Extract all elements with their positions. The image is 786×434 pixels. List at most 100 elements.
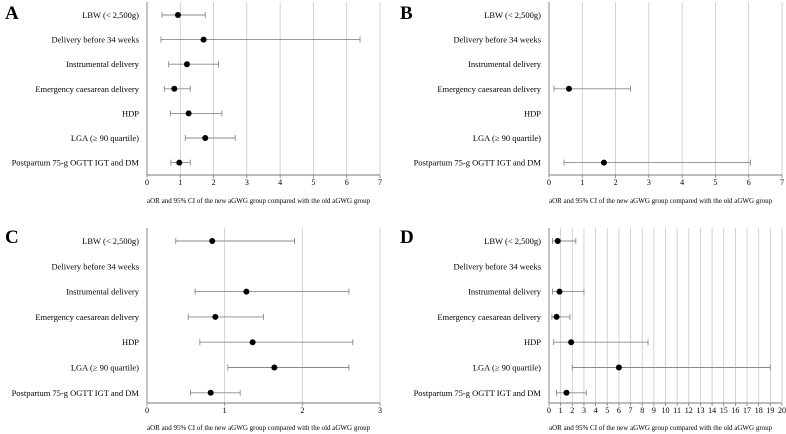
tick-label-d-11: 11 (673, 406, 681, 415)
tick-label-d-12: 12 (685, 406, 693, 415)
panel-letter-b: B (400, 3, 413, 24)
tick-label-d-16: 16 (731, 406, 739, 415)
tick-label-c-2: 2 (300, 406, 304, 415)
category-label-c-2: Instrumental delivery (66, 287, 140, 297)
tick-label-d-7: 7 (629, 406, 633, 415)
point-estimate-c-4 (249, 339, 256, 346)
tick-label-c-1: 1 (223, 406, 227, 415)
point-estimate-c-3 (212, 313, 219, 320)
category-label-a-6: Postpartum 75-g OGTT IGT and DM (12, 158, 140, 168)
tick-label-b-4: 4 (680, 178, 684, 187)
point-estimate-c-6 (207, 389, 214, 396)
tick-label-b-5: 5 (713, 178, 717, 187)
tick-label-d-1: 1 (559, 406, 563, 415)
category-label-c-5: LGA (≥ 90 quartile) (71, 363, 139, 373)
category-label-d-4: HDP (524, 337, 541, 347)
category-label-b-6: Postpartum 75-g OGTT IGT and DM (414, 158, 542, 168)
point-estimate-d-6 (563, 389, 570, 396)
tick-label-d-0: 0 (547, 406, 551, 415)
x-axis-caption-d: aOR and 95% CI of the new aGWG group com… (549, 424, 773, 432)
point-estimate-d-0 (554, 238, 561, 244)
point-estimate-a-6 (176, 159, 183, 166)
category-label-c-0: LBW (< 2,500g) (82, 236, 139, 246)
tick-label-b-3: 3 (647, 178, 651, 187)
category-label-c-3: Emergency caesarean delivery (35, 312, 139, 322)
category-label-a-4: HDP (122, 108, 139, 118)
tick-label-a-2: 2 (212, 178, 216, 187)
category-label-a-3: Emergency caesarean delivery (35, 84, 139, 94)
tick-label-a-5: 5 (311, 178, 315, 187)
tick-label-d-20: 20 (778, 406, 786, 415)
point-estimate-b-3 (565, 85, 572, 92)
category-label-b-0: LBW (< 2,500g) (484, 10, 541, 20)
category-label-b-4: HDP (524, 108, 541, 118)
tick-label-a-7: 7 (378, 178, 382, 187)
category-label-d-1: Delivery before 34 weeks (453, 261, 541, 271)
category-label-b-5: LGA (≥ 90 quartile) (473, 133, 541, 143)
panel-letter-c: C (5, 227, 19, 248)
panel-a: A 0 1 2 3 4 5 6 7 aOR and 95% CI of the new aGWG… (5, 2, 382, 205)
point-estimate-a-0 (174, 12, 181, 18)
tick-label-d-10: 10 (662, 406, 670, 415)
category-label-c-1: Delivery before 34 weeks (51, 261, 139, 271)
category-label-b-1: Delivery before 34 weeks (453, 35, 541, 45)
x-axis-caption-c: aOR and 95% CI of the new aGWG group com… (147, 424, 371, 432)
tick-label-a-4: 4 (278, 178, 282, 187)
point-estimate-d-4 (568, 339, 575, 346)
category-label-a-1: Delivery before 34 weeks (51, 35, 139, 45)
tick-label-d-5: 5 (605, 406, 609, 415)
tick-label-d-13: 13 (696, 406, 704, 415)
tick-label-b-1: 1 (580, 178, 584, 187)
point-estimate-a-1 (200, 36, 207, 43)
tick-label-d-4: 4 (594, 406, 598, 415)
tick-label-a-6: 6 (345, 178, 349, 187)
tick-label-d-3: 3 (582, 406, 586, 415)
point-estimate-b-6 (600, 159, 607, 166)
point-estimate-d-3 (553, 313, 560, 320)
tick-label-d-14: 14 (708, 406, 716, 415)
category-label-d-0: LBW (< 2,500g) (484, 236, 541, 246)
tick-label-a-3: 3 (245, 178, 249, 187)
category-label-a-5: LGA (≥ 90 quartile) (71, 133, 139, 143)
point-estimate-d-2 (556, 288, 563, 295)
x-axis-caption-b: aOR and 95% CI of the new aGWG group com… (549, 197, 773, 205)
category-label-a-0: LBW (< 2,500g) (82, 10, 139, 20)
panel-c: C 0 1 2 3 aOR and 95% CI of the new aGWG gro… (5, 227, 382, 432)
point-estimate-d-5 (615, 364, 622, 371)
tick-label-d-8: 8 (640, 406, 644, 415)
tick-label-d-15: 15 (720, 406, 728, 415)
category-label-b-3: Emergency caesarean delivery (437, 84, 541, 94)
point-estimate-a-4 (185, 110, 192, 117)
category-label-c-4: HDP (122, 337, 139, 347)
x-axis-caption-a: aOR and 95% CI of the new aGWG group com… (147, 197, 371, 205)
category-label-d-3: Emergency caesarean delivery (437, 312, 541, 322)
point-estimate-a-3 (171, 85, 178, 92)
panel-b: B 0 1 2 3 4 5 6 7 aOR and 95% CI of the new aGWG… (400, 2, 784, 205)
tick-label-b-2: 2 (614, 178, 618, 187)
point-estimate-c-0 (209, 238, 216, 244)
tick-label-c-3: 3 (378, 406, 382, 415)
tick-label-b-6: 6 (747, 178, 751, 187)
tick-label-a-0: 0 (145, 178, 149, 187)
point-estimate-c-5 (271, 364, 278, 371)
tick-label-b-0: 0 (547, 178, 551, 187)
category-label-b-2: Instrumental delivery (468, 59, 542, 69)
tick-label-c-0: 0 (145, 406, 149, 415)
panel-letter-a: A (5, 3, 19, 24)
tick-label-b-7: 7 (780, 178, 784, 187)
point-estimate-c-2 (243, 288, 250, 295)
category-label-a-2: Instrumental delivery (66, 59, 140, 69)
tick-label-d-9: 9 (652, 406, 656, 415)
point-estimate-a-2 (183, 61, 190, 68)
panel-letter-d: D (400, 227, 414, 248)
tick-label-d-6: 6 (617, 406, 621, 415)
tick-label-a-1: 1 (178, 178, 182, 187)
category-label-c-6: Postpartum 75-g OGTT IGT and DM (12, 388, 140, 398)
tick-label-d-17: 17 (743, 406, 751, 415)
category-label-d-2: Instrumental delivery (468, 287, 542, 297)
category-label-d-6: Postpartum 75-g OGTT IGT and DM (414, 388, 542, 398)
point-estimate-a-5 (202, 135, 209, 141)
tick-label-d-2: 2 (570, 406, 574, 415)
